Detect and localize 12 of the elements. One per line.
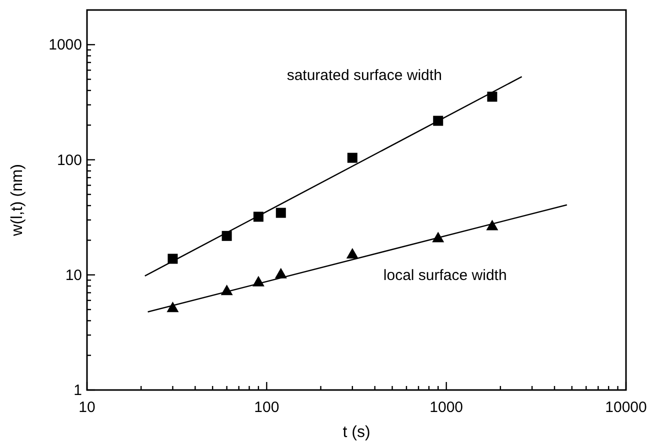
y-tick-label: 1000 (48, 36, 82, 54)
y-tick-label: 100 (56, 152, 82, 169)
y-tick-label: 10 (65, 266, 82, 284)
x-tick-label: 10000 (605, 399, 647, 416)
x-tick-label: 10 (78, 399, 96, 416)
x-tick-label: 1000 (430, 399, 464, 416)
series-label: local surface width (383, 266, 507, 284)
x-tick-label: 100 (254, 399, 280, 416)
x-axis-title: t (s) (342, 424, 370, 441)
y-tick-label: 1 (74, 382, 82, 399)
y-axis-title: w(l,t) (nm) (9, 164, 26, 237)
text: saturated surface width (286, 66, 442, 84)
